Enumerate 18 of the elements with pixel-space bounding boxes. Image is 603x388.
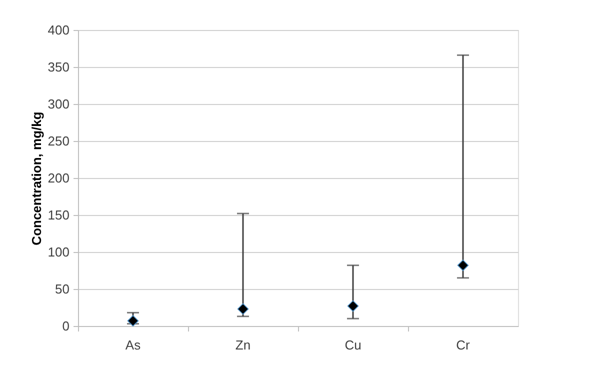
y-tick-label: 200 xyxy=(48,170,70,186)
y-axis-title: Concentration, mg/kg xyxy=(28,112,44,246)
x-tick-label: Cu xyxy=(344,338,362,352)
x-tick-label: As xyxy=(125,338,142,352)
y-tick-label: 100 xyxy=(48,244,70,260)
y-tick-label: 150 xyxy=(48,208,70,222)
y-tick-label: 400 xyxy=(48,22,70,38)
y-tick-label: 300 xyxy=(48,96,70,112)
point xyxy=(127,315,139,326)
point xyxy=(237,303,249,315)
y-tick-label: 350 xyxy=(48,60,70,74)
y-tick-label: 50 xyxy=(55,282,70,296)
x-tick-label: Zn xyxy=(235,338,251,352)
point xyxy=(347,300,359,312)
y-tick-label: 250 xyxy=(48,134,70,148)
x-tick-label: Cr xyxy=(456,338,471,352)
y-tick-label: 0 xyxy=(62,318,70,334)
point xyxy=(457,260,469,271)
